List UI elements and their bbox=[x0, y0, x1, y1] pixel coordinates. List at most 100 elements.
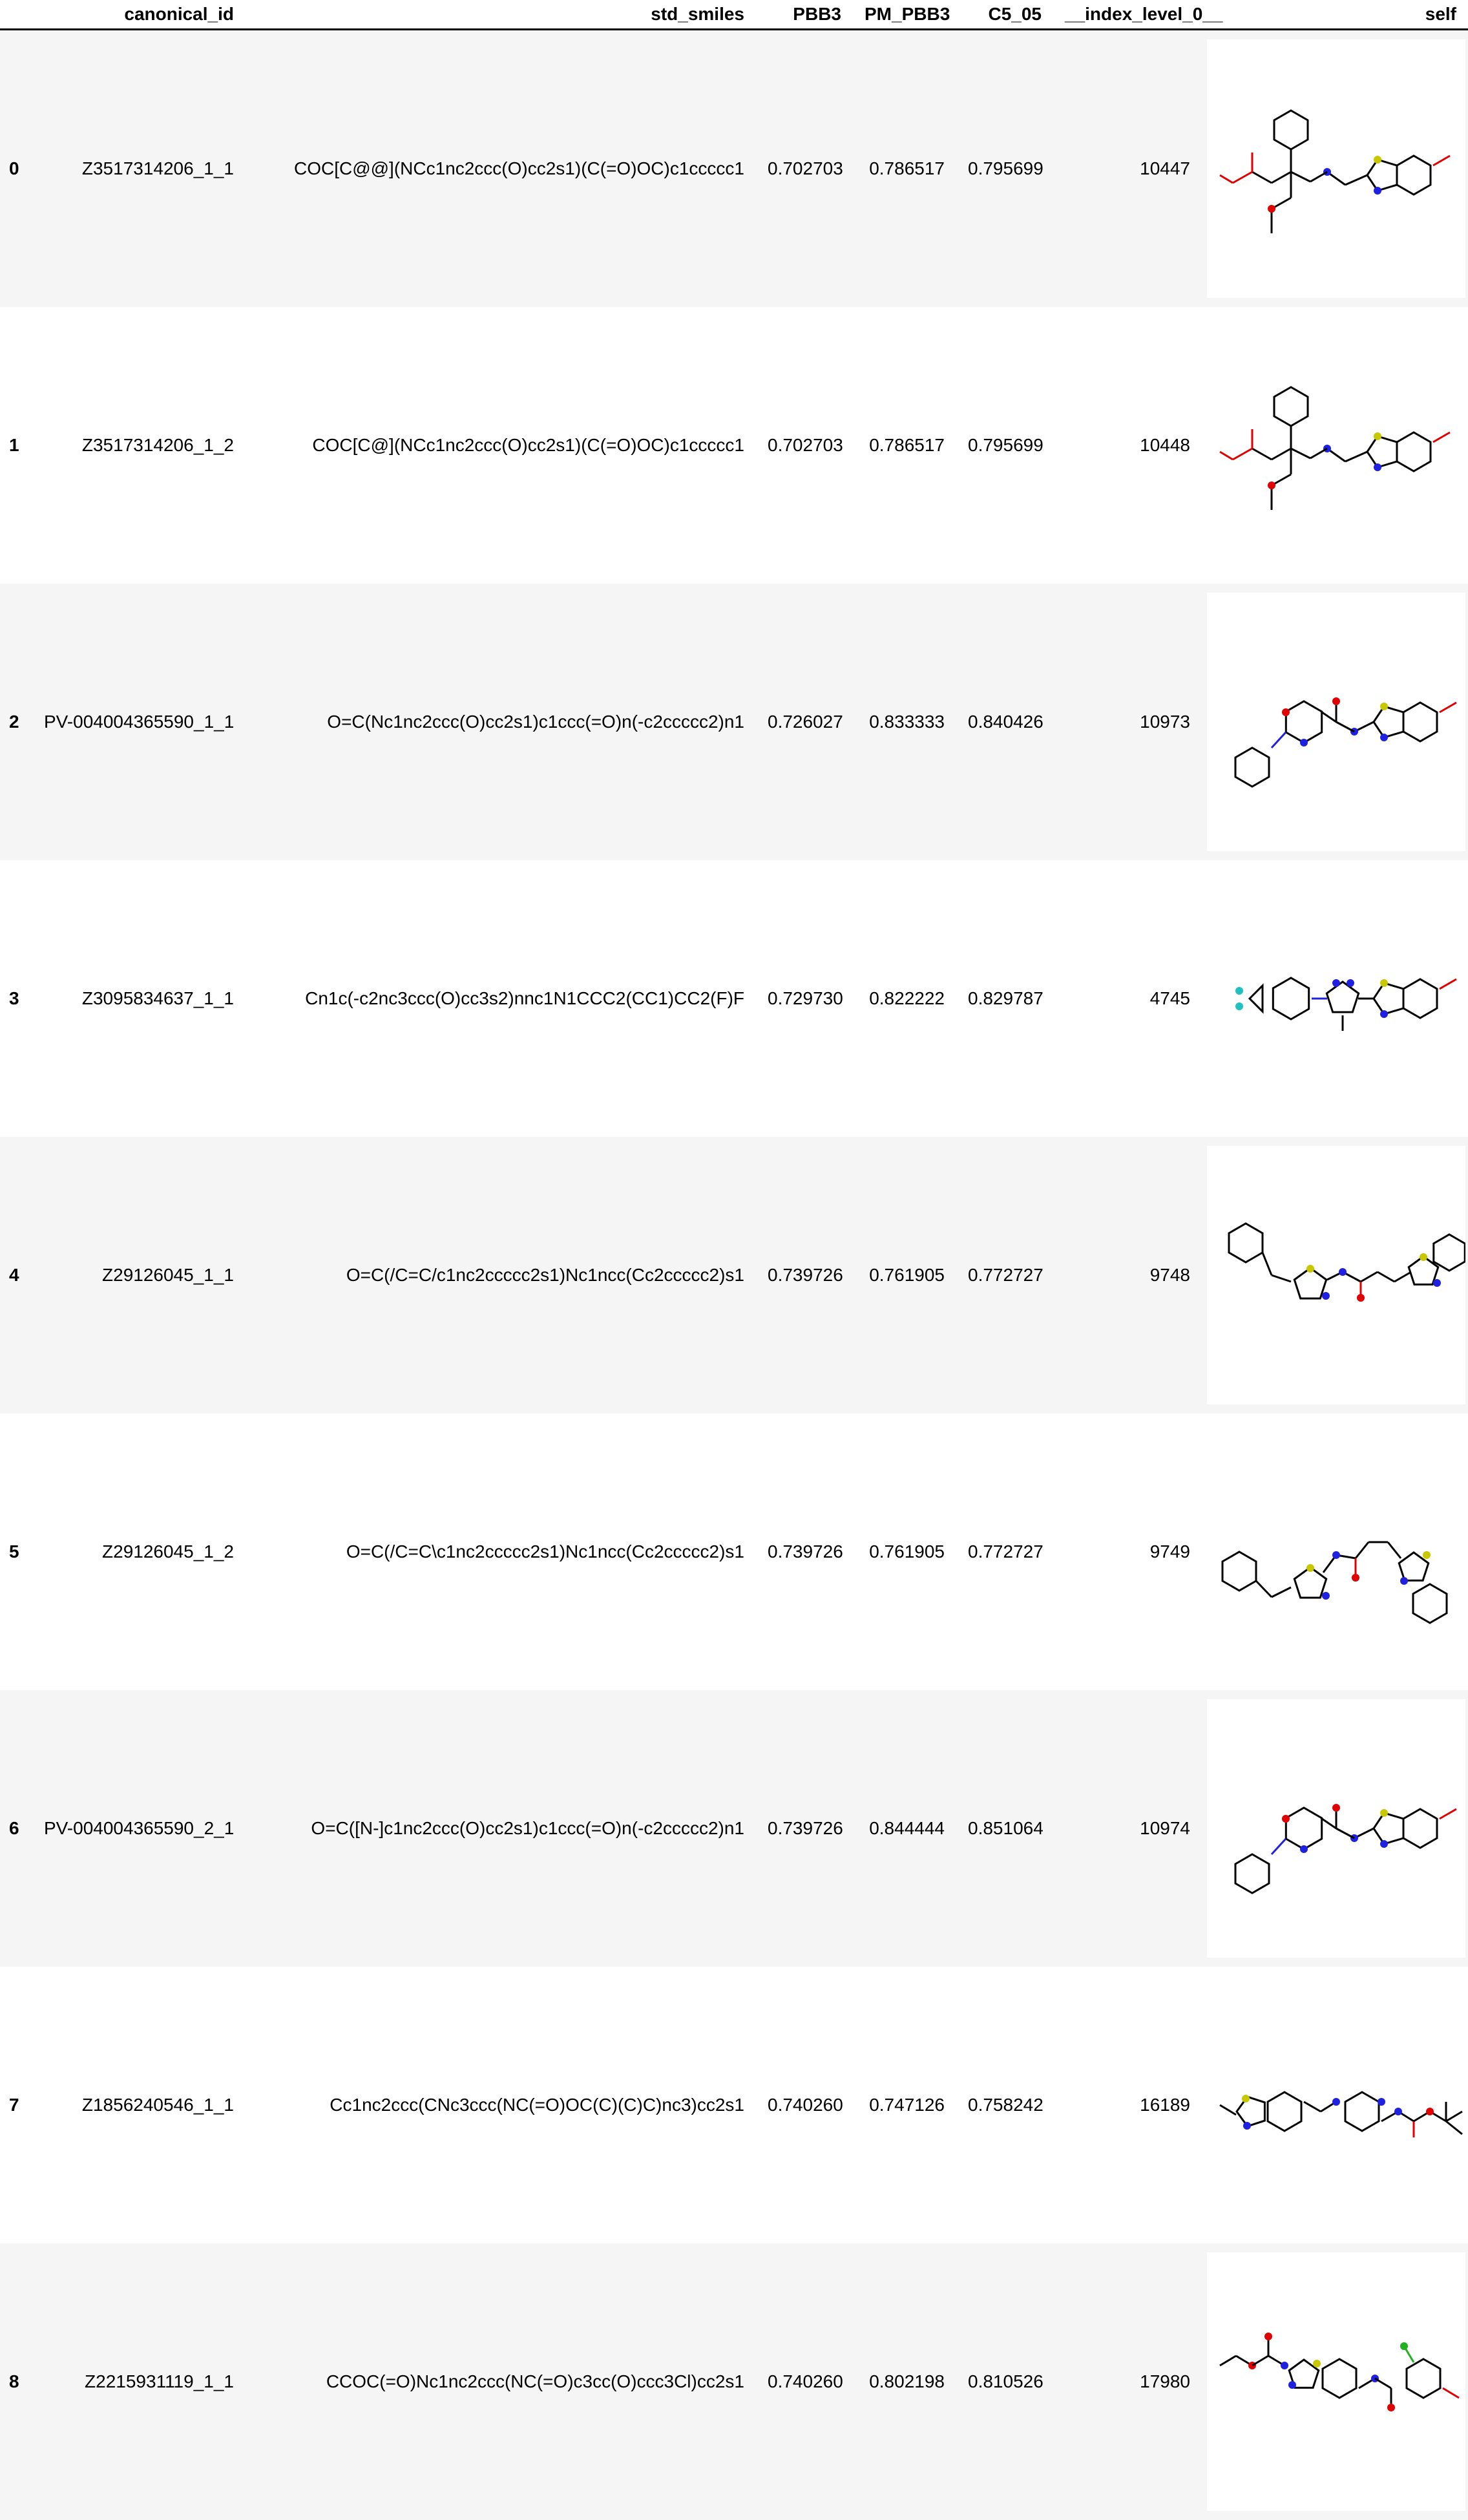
index-level-0-cell: 9748 bbox=[1053, 1137, 1202, 1414]
structure-cell bbox=[1202, 1690, 1468, 1967]
molecule-structure-image bbox=[1207, 1146, 1465, 1404]
pbb3-cell: 0.702703 bbox=[756, 30, 853, 308]
pbb3-cell: 0.729730 bbox=[756, 860, 853, 1137]
smiles-cell: CCOC(=O)Nc1nc2ccc(NC(=O)c3cc(O)ccc3Cl)cc… bbox=[246, 2243, 756, 2520]
molecule-drawing bbox=[1207, 1976, 1465, 2234]
canonical-id-cell: Z3517314206_1_2 bbox=[32, 307, 246, 584]
pm-pbb3-cell: 0.747126 bbox=[853, 1967, 956, 2243]
pbb3-cell: 0.739726 bbox=[756, 1690, 853, 1967]
canonical-id-cell: Z1856240546_1_1 bbox=[32, 1967, 246, 2243]
row-index: 6 bbox=[0, 1690, 32, 1967]
index-level-0-cell: 16189 bbox=[1053, 1967, 1202, 2243]
c5-05-cell: 0.795699 bbox=[956, 307, 1053, 584]
pbb3-cell: 0.726027 bbox=[756, 584, 853, 860]
column-header-std-smiles: std_smiles bbox=[246, 0, 756, 30]
pm-pbb3-cell: 0.822222 bbox=[853, 860, 956, 1137]
canonical-id-cell: Z3095834637_1_1 bbox=[32, 860, 246, 1137]
table-row: 0 Z3517314206_1_1 COC[C@@](NCc1nc2ccc(O)… bbox=[0, 30, 1468, 308]
pm-pbb3-cell: 0.786517 bbox=[853, 30, 956, 308]
table-row: 8 Z2215931119_1_1 CCOC(=O)Nc1nc2ccc(NC(=… bbox=[0, 2243, 1468, 2520]
pbb3-cell: 0.739726 bbox=[756, 1137, 853, 1414]
row-index: 4 bbox=[0, 1137, 32, 1414]
molecule-drawing bbox=[1207, 39, 1465, 298]
structure-cell bbox=[1202, 1137, 1468, 1414]
molecule-drawing bbox=[1207, 1699, 1465, 1958]
row-index: 8 bbox=[0, 2243, 32, 2520]
pm-pbb3-cell: 0.761905 bbox=[853, 1137, 956, 1414]
row-index: 1 bbox=[0, 307, 32, 584]
table-body: 0 Z3517314206_1_1 COC[C@@](NCc1nc2ccc(O)… bbox=[0, 30, 1468, 2520]
molecule-structure-image bbox=[1207, 593, 1465, 851]
index-level-0-cell: 10974 bbox=[1053, 1690, 1202, 1967]
table-row: 7 Z1856240546_1_1 Cc1nc2ccc(CNc3ccc(NC(=… bbox=[0, 1967, 1468, 2243]
structure-cell bbox=[1202, 584, 1468, 860]
pm-pbb3-cell: 0.833333 bbox=[853, 584, 956, 860]
smiles-cell: O=C(/C=C\c1nc2ccccc2s1)Nc1ncc(Cc2ccccc2)… bbox=[246, 1414, 756, 1690]
molecule-structure-image bbox=[1207, 2252, 1465, 2511]
canonical-id-cell: Z2215931119_1_1 bbox=[32, 2243, 246, 2520]
column-header-pbb3: PBB3 bbox=[756, 0, 853, 30]
smiles-cell: Cn1c(-c2nc3ccc(O)cc3s2)nnc1N1CCC2(CC1)CC… bbox=[246, 860, 756, 1137]
index-level-0-cell: 10448 bbox=[1053, 307, 1202, 584]
smiles-cell: O=C(/C=C/c1nc2ccccc2s1)Nc1ncc(Cc2ccccc2)… bbox=[246, 1137, 756, 1414]
column-header-canonical-id: canonical_id bbox=[32, 0, 246, 30]
molecule-structure-image bbox=[1207, 316, 1465, 575]
c5-05-cell: 0.795699 bbox=[956, 30, 1053, 308]
pm-pbb3-cell: 0.786517 bbox=[853, 307, 956, 584]
structure-cell bbox=[1202, 307, 1468, 584]
structure-cell bbox=[1202, 30, 1468, 308]
smiles-cell: O=C(Nc1nc2ccc(O)cc2s1)c1ccc(=O)n(-c2cccc… bbox=[246, 584, 756, 860]
smiles-cell: Cc1nc2ccc(CNc3ccc(NC(=O)OC(C)(C)C)nc3)cc… bbox=[246, 1967, 756, 2243]
row-index: 2 bbox=[0, 584, 32, 860]
canonical-id-cell: PV-004004365590_2_1 bbox=[32, 1690, 246, 1967]
smiles-cell: O=C([N-]c1nc2ccc(O)cc2s1)c1ccc(=O)n(-c2c… bbox=[246, 1690, 756, 1967]
table-row: 1 Z3517314206_1_2 COC[C@](NCc1nc2ccc(O)c… bbox=[0, 307, 1468, 584]
c5-05-cell: 0.772727 bbox=[956, 1137, 1053, 1414]
pm-pbb3-cell: 0.802198 bbox=[853, 2243, 956, 2520]
column-header-self: self bbox=[1202, 0, 1468, 30]
column-header-c5-05: C5_05 bbox=[956, 0, 1053, 30]
row-index: 7 bbox=[0, 1967, 32, 2243]
column-header-pm-pbb3: PM_PBB3 bbox=[853, 0, 956, 30]
index-level-0-cell: 9749 bbox=[1053, 1414, 1202, 1690]
row-index: 5 bbox=[0, 1414, 32, 1690]
structure-cell bbox=[1202, 2243, 1468, 2520]
table-row: 5 Z29126045_1_2 O=C(/C=C\c1nc2ccccc2s1)N… bbox=[0, 1414, 1468, 1690]
structure-cell bbox=[1202, 1414, 1468, 1690]
molecule-structure-image bbox=[1207, 1423, 1465, 1681]
pm-pbb3-cell: 0.844444 bbox=[853, 1690, 956, 1967]
column-header-index-level-0: __index_level_0__ bbox=[1053, 0, 1202, 30]
table-row: 3 Z3095834637_1_1 Cn1c(-c2nc3ccc(O)cc3s2… bbox=[0, 860, 1468, 1137]
molecule-structure-image bbox=[1207, 39, 1465, 298]
row-index: 0 bbox=[0, 30, 32, 308]
smiles-cell: COC[C@](NCc1nc2ccc(O)cc2s1)(C(=O)OC)c1cc… bbox=[246, 307, 756, 584]
c5-05-cell: 0.851064 bbox=[956, 1690, 1053, 1967]
table-row: 6 PV-004004365590_2_1 O=C([N-]c1nc2ccc(O… bbox=[0, 1690, 1468, 1967]
row-index: 3 bbox=[0, 860, 32, 1137]
c5-05-cell: 0.810526 bbox=[956, 2243, 1053, 2520]
c5-05-cell: 0.772727 bbox=[956, 1414, 1053, 1690]
molecule-drawing bbox=[1207, 593, 1465, 851]
index-level-0-cell: 17980 bbox=[1053, 2243, 1202, 2520]
structure-cell bbox=[1202, 860, 1468, 1137]
molecule-drawing bbox=[1207, 316, 1465, 575]
header-row: canonical_id std_smiles PBB3 PM_PBB3 C5_… bbox=[0, 0, 1468, 30]
table-row: 4 Z29126045_1_1 O=C(/C=C/c1nc2ccccc2s1)N… bbox=[0, 1137, 1468, 1414]
canonical-id-cell: Z29126045_1_1 bbox=[32, 1137, 246, 1414]
pbb3-cell: 0.702703 bbox=[756, 307, 853, 584]
index-level-0-cell: 10973 bbox=[1053, 584, 1202, 860]
column-header-index bbox=[0, 0, 32, 30]
pbb3-cell: 0.739726 bbox=[756, 1414, 853, 1690]
molecule-structure-image bbox=[1207, 1699, 1465, 1958]
c5-05-cell: 0.840426 bbox=[956, 584, 1053, 860]
pbb3-cell: 0.740260 bbox=[756, 2243, 853, 2520]
pm-pbb3-cell: 0.761905 bbox=[853, 1414, 956, 1690]
index-level-0-cell: 4745 bbox=[1053, 860, 1202, 1137]
molecule-drawing bbox=[1207, 869, 1465, 1128]
molecule-structure-image bbox=[1207, 869, 1465, 1128]
pbb3-cell: 0.740260 bbox=[756, 1967, 853, 2243]
molecule-drawing bbox=[1207, 1423, 1465, 1681]
molecule-drawing bbox=[1207, 2252, 1465, 2511]
molecule-structure-image bbox=[1207, 1976, 1465, 2234]
